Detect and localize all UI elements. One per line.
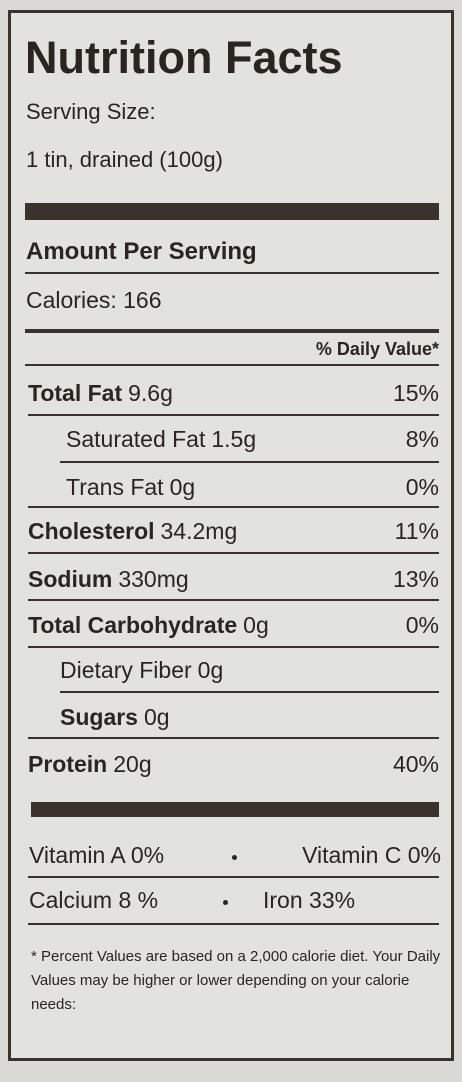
nutrient-row: Total Fat 9.6g 15% bbox=[28, 382, 439, 405]
rule bbox=[25, 329, 439, 333]
text: 40% bbox=[392, 751, 439, 777]
vitamin: Vitamin C 0% bbox=[302, 842, 441, 868]
text: 0% bbox=[405, 474, 439, 500]
rule bbox=[28, 599, 439, 601]
rule bbox=[60, 691, 439, 693]
daily-value-header: % Daily Value* bbox=[315, 339, 439, 359]
text: Trans Fat bbox=[66, 474, 164, 500]
thick-rule bbox=[31, 802, 439, 817]
separator-dot bbox=[223, 900, 228, 905]
rule bbox=[25, 364, 439, 366]
nutrient-row: Trans Fat 0g 0% bbox=[66, 476, 439, 499]
text: 15% bbox=[392, 380, 439, 406]
serving-size-label: Serving Size: bbox=[26, 99, 156, 124]
calories: Calories: 166 bbox=[26, 287, 162, 313]
text: 1.5g bbox=[211, 426, 257, 452]
nutrient-row: Cholesterol 34.2mg 11% bbox=[28, 520, 439, 543]
text: Protein bbox=[28, 751, 108, 777]
text: 20g bbox=[113, 751, 152, 777]
rule bbox=[28, 552, 439, 554]
nutrient-row: Sodium 330mg 13% bbox=[28, 568, 439, 591]
text: Saturated Fat bbox=[66, 426, 206, 452]
text: 9.6g bbox=[128, 380, 173, 406]
vitamin: Iron 33% bbox=[263, 887, 356, 913]
rule bbox=[25, 272, 439, 274]
text: Dietary Fiber bbox=[60, 657, 192, 683]
text: Total Carbohydrate bbox=[28, 612, 238, 638]
text: 0g bbox=[197, 657, 224, 683]
nutrient-row: Total Carbohydrate 0g 0% bbox=[28, 614, 439, 637]
rule bbox=[28, 876, 439, 878]
rule bbox=[28, 923, 439, 925]
nutrient-row: Protein 20g 40% bbox=[28, 753, 439, 776]
text: 0g bbox=[243, 612, 269, 638]
text: 0g bbox=[143, 704, 170, 730]
nutrient-row: Saturated Fat 1.5g 8% bbox=[66, 428, 439, 451]
text: Sugars bbox=[60, 704, 138, 730]
text: 34.2mg bbox=[160, 518, 238, 544]
serving-size: 1 tin, drained (100g) bbox=[26, 147, 223, 172]
nutrient-row: Sugars 0g bbox=[60, 706, 439, 729]
text: 11% bbox=[394, 518, 439, 544]
rule bbox=[28, 414, 439, 416]
text: 0g bbox=[169, 474, 196, 500]
rule bbox=[28, 506, 439, 508]
amount-per-serving: Amount Per Serving bbox=[26, 238, 257, 265]
text: Sodium bbox=[28, 566, 113, 592]
vitamin: Calcium 8 % bbox=[29, 887, 159, 913]
text: 8% bbox=[405, 426, 439, 452]
vitamin: Vitamin A 0% bbox=[29, 842, 165, 868]
text: 330mg bbox=[118, 566, 189, 592]
separator-dot bbox=[232, 855, 237, 860]
rule bbox=[60, 461, 439, 463]
rule bbox=[28, 737, 439, 739]
rule bbox=[28, 646, 439, 648]
footnote: * Percent Values are based on a 2,000 ca… bbox=[31, 948, 441, 1013]
nutrition-label: Nutrition Facts Serving Size: 1 tin, dra… bbox=[8, 10, 454, 1061]
text: 0% bbox=[405, 612, 439, 638]
text: Total Fat bbox=[28, 380, 123, 406]
nutrient-row: Dietary Fiber 0g bbox=[60, 659, 439, 682]
text: 13% bbox=[392, 566, 439, 592]
title: Nutrition Facts bbox=[25, 32, 343, 83]
thick-rule bbox=[25, 203, 439, 220]
text: Cholesterol bbox=[28, 518, 155, 544]
